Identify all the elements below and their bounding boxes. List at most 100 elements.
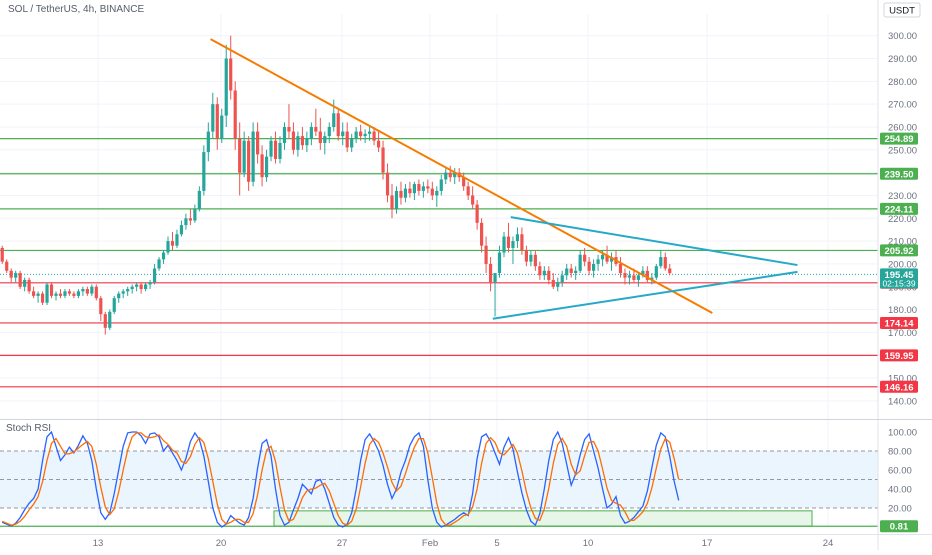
candle-body bbox=[538, 266, 542, 276]
candle-body bbox=[502, 236, 506, 253]
symbol-label[interactable]: SOL / TetherUS, 4h, BINANCE bbox=[8, 4, 144, 15]
time-tick-label: 13 bbox=[93, 538, 104, 549]
candle-body bbox=[238, 138, 242, 173]
candle-body bbox=[220, 115, 224, 139]
candle-body bbox=[488, 263, 493, 283]
candle-body bbox=[54, 293, 58, 296]
candle-body bbox=[569, 268, 573, 274]
candle-body bbox=[578, 254, 582, 271]
candle-body bbox=[36, 293, 40, 296]
candle-body bbox=[363, 133, 367, 137]
candle-body bbox=[117, 293, 121, 299]
candle-body bbox=[291, 131, 296, 150]
price-tick-label: 260.00 bbox=[888, 122, 917, 133]
candle-body bbox=[278, 142, 282, 159]
candle-body bbox=[609, 257, 614, 262]
candle-body bbox=[81, 289, 85, 292]
candle-body bbox=[466, 186, 470, 196]
trendline-triangle-lower[interactable] bbox=[492, 270, 798, 320]
current-price-label: 195.45 bbox=[884, 270, 914, 281]
candle-body bbox=[202, 152, 206, 191]
candle-body bbox=[659, 257, 663, 267]
candle-body bbox=[139, 284, 143, 290]
time-tick-label: 10 bbox=[583, 538, 594, 549]
time-tick-label: 27 bbox=[337, 538, 348, 549]
time-tick-label: 5 bbox=[494, 538, 499, 549]
level-price-badge bbox=[880, 349, 918, 362]
candle-body bbox=[345, 131, 349, 148]
stoch-tick-label: 80.00 bbox=[888, 447, 912, 458]
candle-body bbox=[287, 126, 291, 132]
candle-body bbox=[533, 254, 537, 267]
level-price-label: 205.92 bbox=[884, 246, 913, 257]
candle-body bbox=[99, 298, 103, 315]
candle-body bbox=[166, 241, 170, 253]
stoch-tick-label: 20.00 bbox=[888, 504, 912, 515]
candle-body bbox=[76, 291, 80, 296]
candle-body bbox=[385, 172, 390, 196]
stoch-rsi-title[interactable]: Stoch RSI bbox=[6, 423, 51, 434]
candle-body bbox=[242, 140, 246, 173]
candle-body bbox=[632, 275, 636, 280]
candle-body bbox=[506, 236, 511, 248]
candle-body bbox=[350, 138, 354, 148]
level-price-label: 224.11 bbox=[885, 204, 914, 215]
candle-body bbox=[511, 241, 515, 248]
candle-body bbox=[600, 254, 605, 260]
candle-body bbox=[354, 131, 358, 139]
stoch-tick-label: 60.00 bbox=[888, 466, 912, 477]
currency-button[interactable]: USDT bbox=[883, 2, 921, 18]
level-price-label: 146.16 bbox=[884, 382, 913, 393]
candle-body bbox=[560, 275, 564, 283]
candle-body bbox=[426, 186, 430, 189]
candle-body bbox=[72, 293, 76, 296]
candle-body bbox=[318, 131, 322, 143]
candle-body bbox=[394, 190, 399, 210]
candle-body bbox=[390, 195, 394, 210]
candle-body bbox=[605, 254, 609, 262]
candle-body bbox=[135, 284, 139, 287]
candle-body bbox=[45, 284, 49, 303]
candle-body bbox=[296, 136, 300, 150]
candle-body bbox=[49, 284, 54, 296]
stoch-series-k bbox=[1, 430, 680, 528]
candle-body bbox=[372, 131, 376, 141]
candle-body bbox=[368, 131, 372, 134]
candle-body bbox=[645, 270, 649, 280]
candle-body bbox=[229, 58, 233, 91]
candle-body bbox=[381, 147, 385, 173]
candle-body bbox=[663, 257, 667, 269]
level-price-label: 239.50 bbox=[884, 169, 913, 180]
candle-body bbox=[184, 218, 188, 226]
currency-button-label: USDT bbox=[889, 6, 915, 17]
candle-body bbox=[112, 298, 116, 312]
candle-body bbox=[650, 277, 654, 280]
candle-body bbox=[475, 204, 479, 223]
candle-body bbox=[471, 195, 475, 205]
candle-body bbox=[193, 209, 197, 221]
candle-body bbox=[130, 286, 134, 290]
candle-body bbox=[341, 131, 345, 137]
price-tick-label: 220.00 bbox=[888, 214, 917, 225]
time-tick-label: 24 bbox=[823, 538, 834, 549]
candle-body bbox=[515, 234, 520, 242]
candle-body bbox=[269, 140, 273, 157]
trendline-descending-resistance[interactable] bbox=[210, 38, 713, 314]
candle-body bbox=[233, 90, 237, 139]
candle-body bbox=[260, 154, 264, 178]
candle-body bbox=[152, 268, 157, 283]
time-axis: 13 20 27 Feb 5 10 17 24 bbox=[93, 538, 834, 549]
level-price-badge bbox=[880, 202, 918, 215]
candle-body bbox=[264, 156, 269, 178]
candle-body bbox=[542, 270, 546, 276]
level-price-badge bbox=[880, 132, 918, 145]
candle-body bbox=[493, 273, 497, 283]
candle-body bbox=[94, 286, 98, 299]
stoch-value-label: 0.81 bbox=[890, 522, 909, 533]
candle-layer bbox=[0, 35, 672, 335]
level-price-label: 254.89 bbox=[884, 134, 913, 145]
trendline-triangle-upper[interactable] bbox=[510, 216, 798, 267]
price-tick-label: 150.00 bbox=[888, 374, 917, 385]
